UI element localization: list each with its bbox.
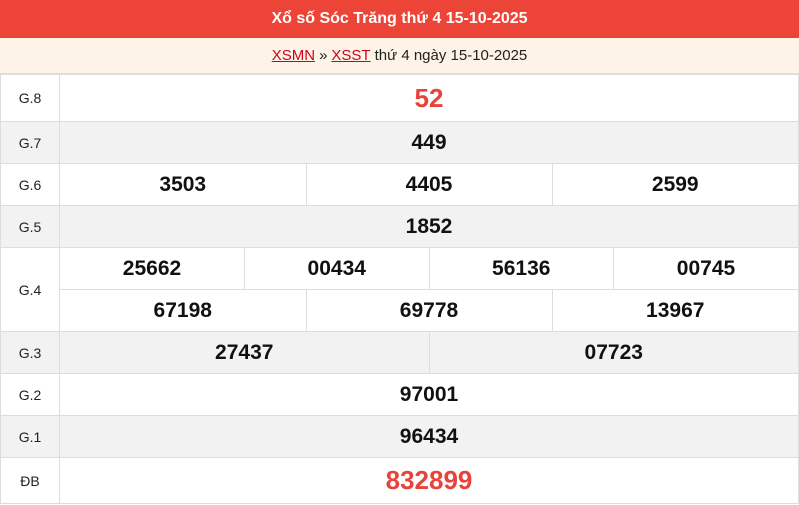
prize-label: G.6 (0, 163, 60, 206)
prize-value: 67198 (153, 298, 212, 322)
prize-value: 449 (59, 121, 799, 164)
prize-row-g5: G.5 1852 (0, 205, 799, 248)
special-prize-value: 832899 (59, 457, 799, 504)
prize-value: 69778 (305, 289, 552, 331)
prize-row-g6: G.6 3503 4405 2599 (0, 163, 799, 206)
prize-row-special: ĐB 832899 (0, 457, 799, 504)
prize-value: 96434 (59, 415, 799, 458)
prize-label: G.5 (0, 205, 60, 248)
breadcrumb-link-xsst[interactable]: XSST (331, 47, 371, 64)
prize-row-g3: G.3 27437 07723 (0, 331, 799, 374)
prize-label: G.4 (0, 247, 60, 332)
prize-row-g4: G.4 25662 00434 56136 00745 67198 69778 … (0, 247, 799, 332)
prize-value: 52 (59, 74, 799, 122)
prize-value: 2599 (551, 164, 798, 205)
prize-row-g1: G.1 96434 (0, 415, 799, 458)
prize-label: G.3 (0, 331, 60, 374)
prize-label: G.1 (0, 415, 60, 458)
prize-value: 3503 (159, 172, 207, 196)
prize-value: 00745 (613, 248, 798, 289)
breadcrumb-text: thứ 4 ngày 15-10-2025 (374, 47, 528, 64)
prize-row-g2: G.2 97001 (0, 373, 799, 416)
prize-label: ĐB (0, 457, 60, 504)
prize-value: 97001 (59, 373, 799, 416)
breadcrumb-separator: » (319, 47, 328, 64)
results-table: G.8 52 G.7 449 G.6 3503 4405 2599 G.5 18… (0, 74, 799, 504)
prize-value: 13967 (551, 289, 798, 331)
prize-row-g8: G.8 52 (0, 74, 799, 122)
prize-value: 1852 (59, 205, 799, 248)
prize-label: G.8 (0, 74, 60, 122)
prize-value: 00434 (244, 248, 429, 289)
prize-value: 4405 (305, 164, 552, 205)
prize-value: 25662 (122, 256, 182, 280)
breadcrumb: XSMN » XSST thứ 4 ngày 15-10-2025 (0, 38, 799, 74)
prize-value: 07723 (428, 332, 798, 373)
prize-row-g7: G.7 449 (0, 121, 799, 164)
prize-value: 56136 (428, 248, 614, 289)
breadcrumb-link-xsmn[interactable]: XSMN (271, 47, 316, 64)
page-title: Xổ số Sóc Trăng thứ 4 15-10-2025 (0, 0, 799, 38)
prize-label: G.2 (0, 373, 60, 416)
prize-value: 27437 (60, 332, 429, 373)
prize-label: G.7 (0, 121, 60, 164)
